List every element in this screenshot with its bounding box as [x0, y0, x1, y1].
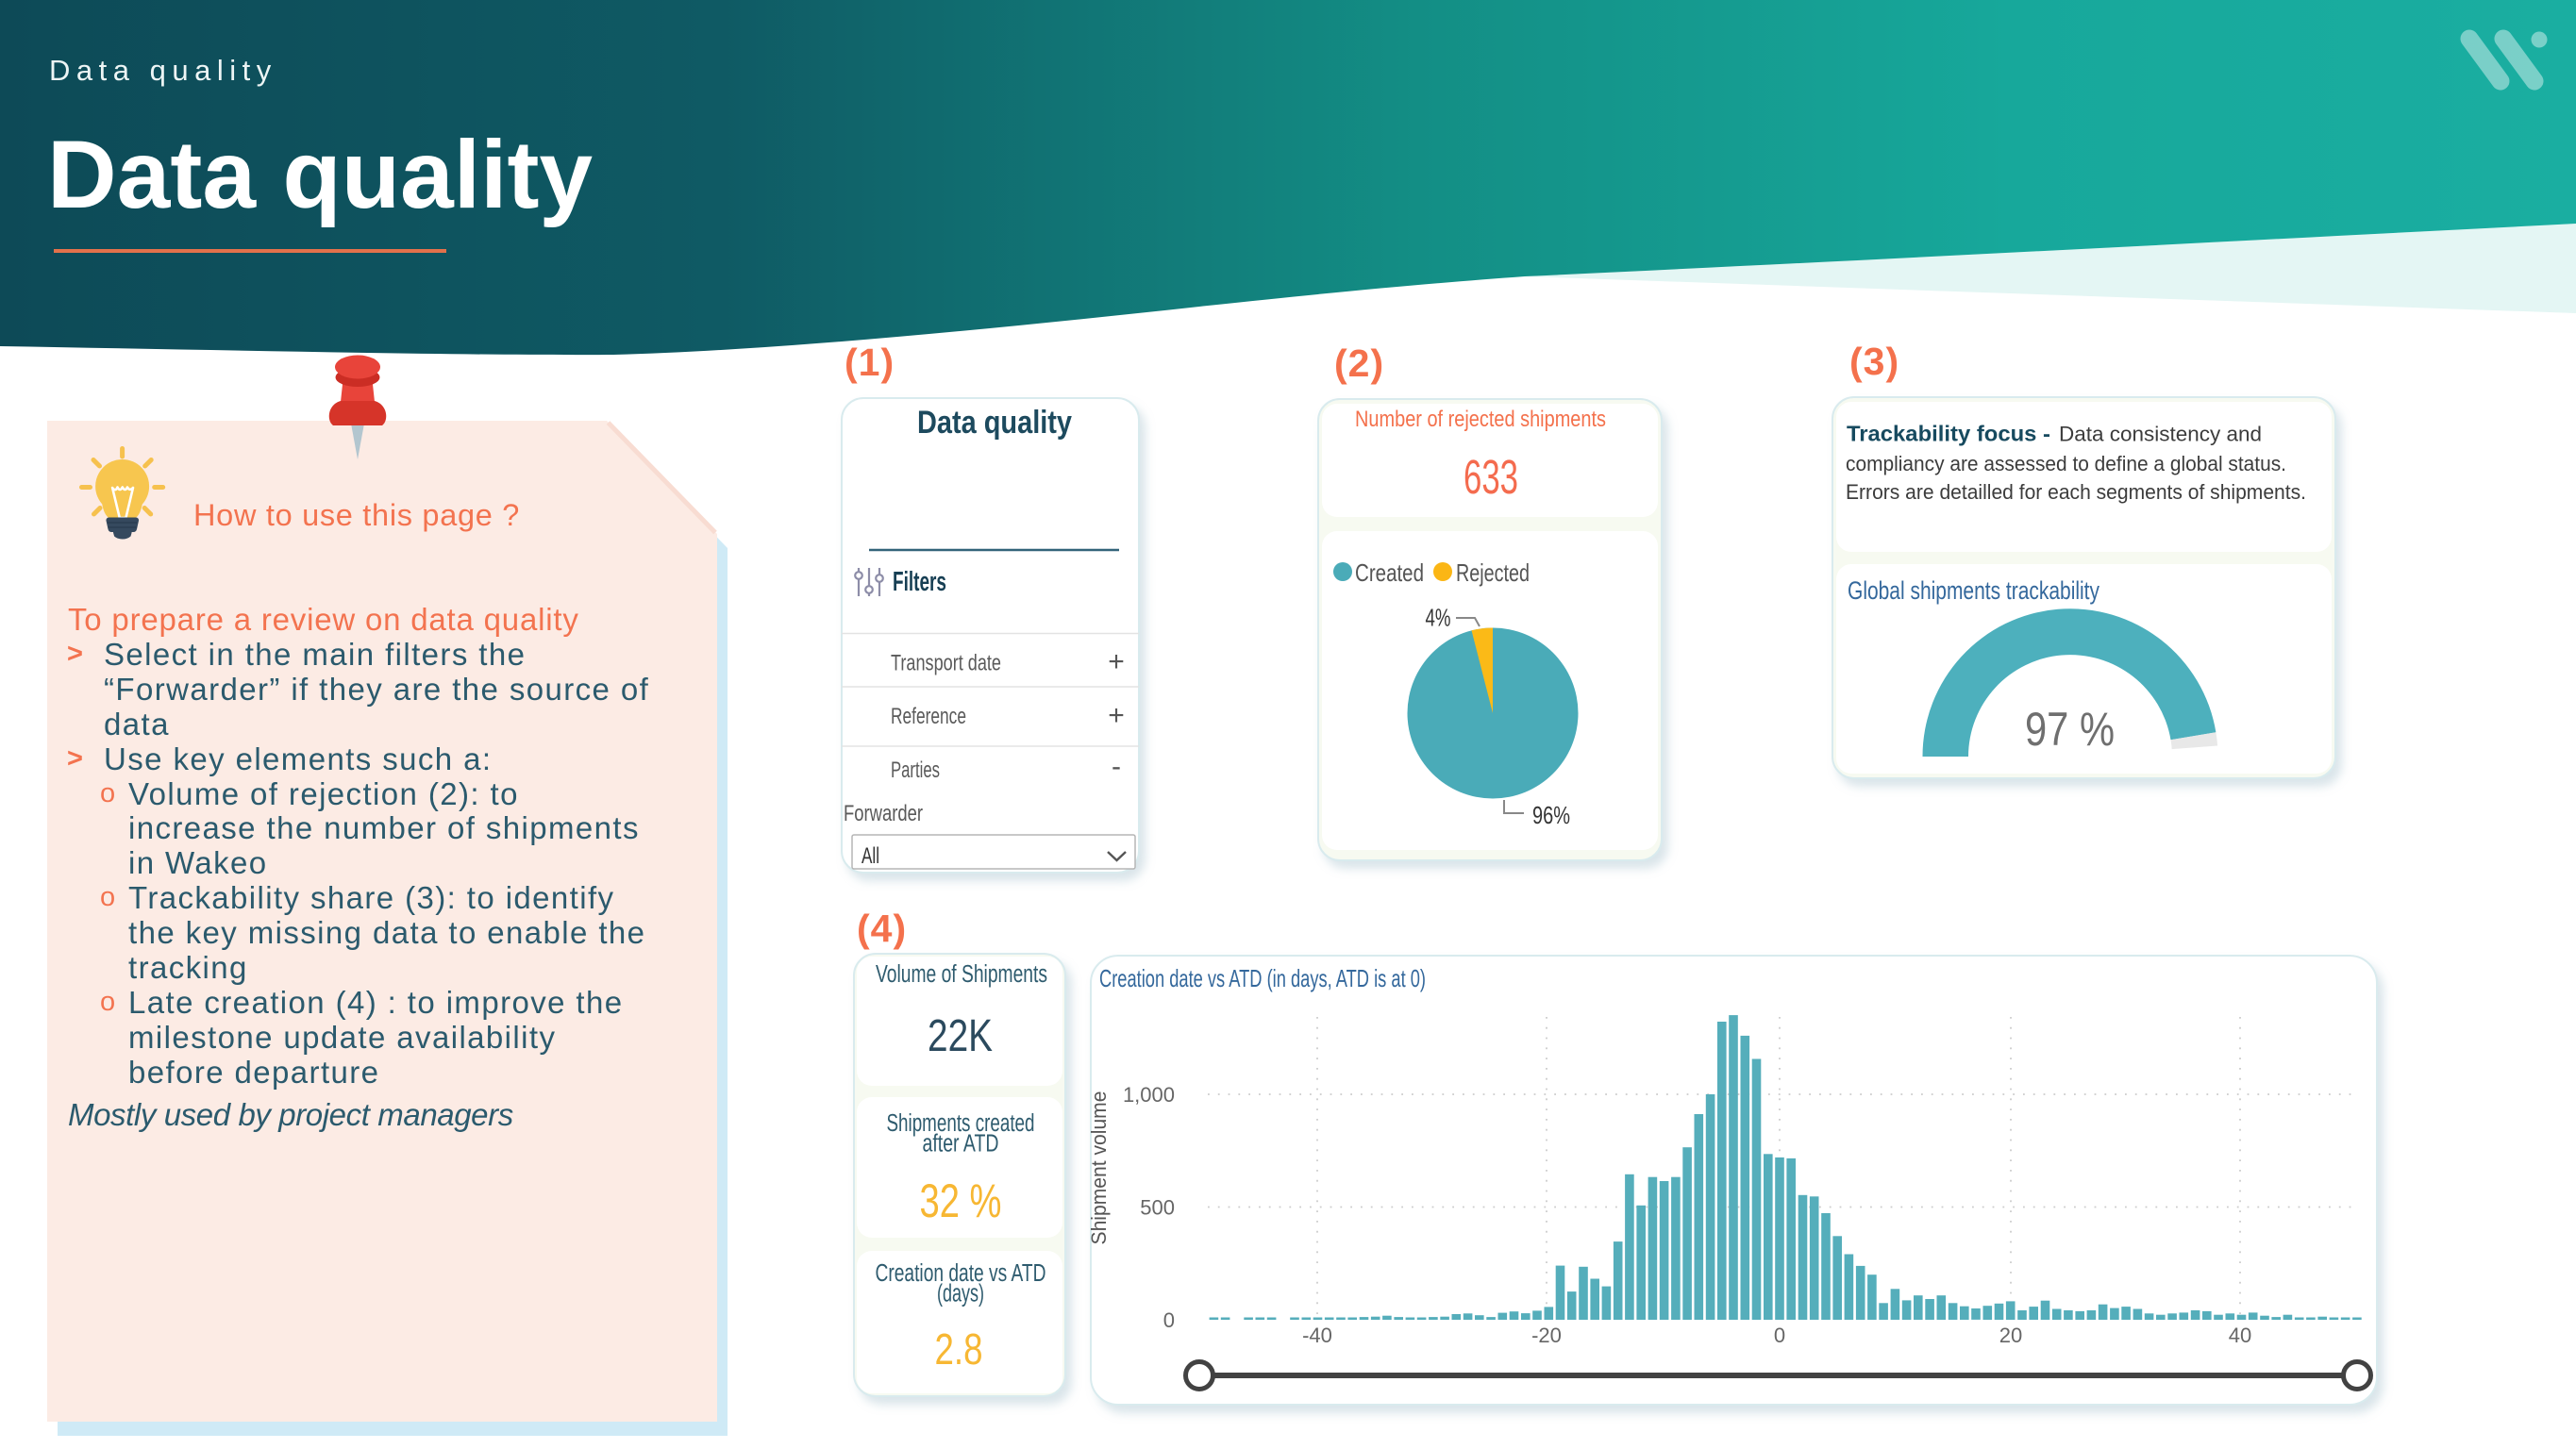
svg-text:32 %: 32 %	[920, 1174, 1002, 1227]
svg-text:Global shipments trackability: Global shipments trackability	[1848, 576, 2099, 605]
svg-text:0: 0	[1774, 1324, 1785, 1347]
svg-text:Filters: Filters	[893, 567, 946, 597]
svg-text:+: +	[1108, 700, 1125, 731]
svg-text:0: 0	[1163, 1308, 1175, 1332]
svg-text:97 %: 97 %	[2025, 703, 2115, 756]
svg-text:96%: 96%	[1532, 801, 1570, 829]
svg-text:All: All	[861, 843, 879, 869]
svg-text:Shipment volume: Shipment volume	[1087, 1091, 1111, 1245]
svg-text:20: 20	[1999, 1324, 2022, 1347]
svg-text:Trackability focus -: Trackability focus -	[1847, 422, 2050, 446]
svg-text:Forwarder: Forwarder	[844, 801, 923, 826]
svg-text:Data consistency and: Data consistency and	[2059, 423, 2262, 446]
svg-text:compliancy are assessed to def: compliancy are assessed to define a glob…	[1846, 452, 2286, 475]
svg-text:4%: 4%	[1426, 604, 1451, 632]
svg-text:Transport date: Transport date	[891, 651, 1001, 676]
svg-text:1,000: 1,000	[1123, 1083, 1175, 1107]
svg-text:22K: 22K	[928, 1011, 993, 1061]
svg-text:Errors are detailled for each: Errors are detailled for each segments o…	[1846, 480, 2306, 504]
svg-text:633: 633	[1464, 450, 1518, 504]
svg-text:(days): (days)	[937, 1281, 984, 1307]
svg-text:Created: Created	[1355, 558, 1424, 587]
svg-text:Creation date vs ATD (in days,: Creation date vs ATD (in days, ATD is at…	[1099, 964, 1426, 992]
svg-text:Reference: Reference	[891, 704, 966, 729]
svg-text:Data quality: Data quality	[917, 405, 1072, 441]
svg-text:Volume of Shipments: Volume of Shipments	[876, 961, 1047, 988]
svg-text:-20: -20	[1531, 1324, 1562, 1347]
svg-text:Shipments created: Shipments created	[887, 1110, 1035, 1137]
svg-text:Creation date vs ATD: Creation date vs ATD	[876, 1260, 1046, 1287]
svg-text:500: 500	[1140, 1196, 1175, 1220]
svg-text:2.8: 2.8	[935, 1324, 983, 1374]
svg-text:Parties: Parties	[891, 758, 940, 783]
svg-text:-40: -40	[1302, 1324, 1332, 1347]
svg-text:Rejected: Rejected	[1456, 558, 1530, 587]
svg-text:after ATD: after ATD	[923, 1131, 999, 1158]
svg-text:40: 40	[2229, 1324, 2251, 1347]
svg-text:-: -	[1112, 751, 1121, 782]
svg-text:+: +	[1108, 646, 1125, 677]
svg-text:Number of rejected shipments: Number of rejected shipments	[1355, 407, 1606, 432]
